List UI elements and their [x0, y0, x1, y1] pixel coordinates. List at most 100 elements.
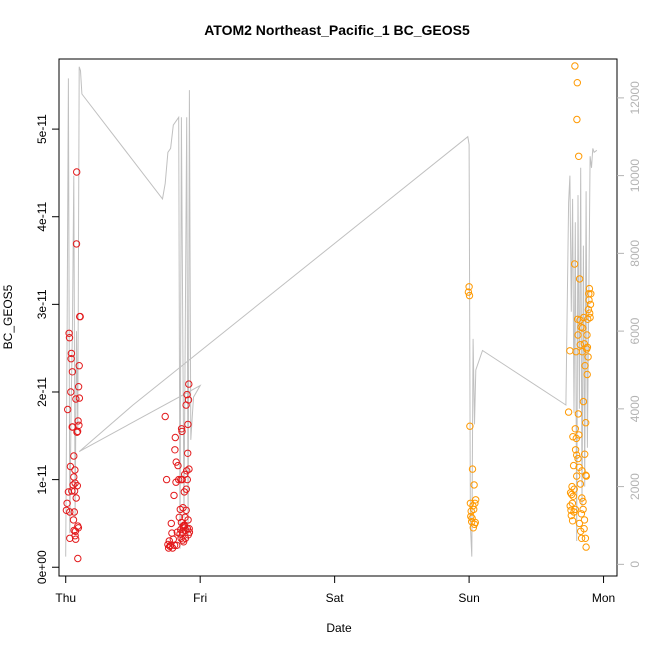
data-point: [583, 343, 592, 351]
data-point: [471, 499, 479, 507]
data-point: [174, 461, 182, 470]
data-point: [583, 370, 591, 379]
data-point: [573, 451, 581, 459]
data-point: [171, 446, 179, 454]
data-point: [570, 260, 579, 268]
data-point: [175, 475, 183, 484]
data-point: [576, 480, 585, 488]
altitude-line: [65, 66, 598, 557]
data-point: [579, 497, 587, 506]
data-point: [571, 446, 580, 454]
data-point: [64, 405, 72, 414]
data-point: [564, 408, 573, 416]
data-point: [577, 510, 586, 518]
data-point: [575, 431, 583, 439]
data-point: [576, 316, 584, 324]
data-point: [170, 491, 178, 500]
data-point: [582, 419, 590, 427]
data-point: [471, 518, 479, 527]
y-tick-label: 5e-11: [35, 114, 49, 144]
data-point: [574, 331, 582, 339]
data-point: [582, 543, 590, 551]
data-point: [586, 313, 594, 322]
y-tick-label: 4e-11: [35, 202, 49, 232]
y-tick-label: 0e+00: [35, 550, 49, 584]
data-point: [573, 79, 581, 87]
data-point: [76, 312, 84, 321]
data-point: [177, 425, 186, 433]
data-point: [578, 494, 586, 502]
data-point: [579, 505, 587, 514]
data-point: [66, 508, 74, 516]
x-axis-label: Date: [326, 621, 352, 635]
data-point: [71, 479, 79, 487]
data-point: [468, 465, 477, 473]
x-tick-label: Thu: [55, 591, 76, 605]
y-tick-label: 3e-11: [35, 289, 49, 319]
data-point: [67, 355, 75, 363]
data-point: [466, 499, 475, 507]
data-point: [571, 425, 579, 433]
data-point: [185, 465, 193, 473]
y2-tick-label: 2000: [628, 473, 642, 500]
data-point: [574, 410, 582, 418]
data-point: [72, 395, 80, 403]
data-point: [167, 519, 176, 528]
data-point: [581, 450, 589, 458]
data-point: [580, 516, 589, 524]
data-point: [569, 492, 577, 500]
data-point: [65, 334, 74, 342]
data-point: [70, 508, 79, 516]
data-point: [573, 472, 581, 480]
data-point: [184, 420, 192, 429]
y2-tick-label: 0: [628, 561, 642, 568]
data-point: [465, 283, 473, 291]
data-point: [579, 324, 587, 332]
data-point: [75, 421, 83, 429]
data-point: [575, 519, 584, 528]
data-point: [69, 516, 78, 524]
data-point: [73, 428, 81, 436]
x-tick-label: Fri: [193, 591, 207, 605]
data-point: [579, 397, 588, 406]
data-point: [570, 485, 578, 493]
data-point: [182, 506, 190, 514]
data-point: [467, 512, 475, 521]
line-layer: [65, 66, 598, 557]
data-point: [184, 449, 192, 457]
data-point: [178, 475, 186, 484]
y2-tick-label: 4000: [628, 395, 642, 422]
data-point: [70, 452, 78, 460]
data-point: [571, 505, 579, 514]
data-point: [71, 466, 79, 474]
data-point: [184, 396, 193, 404]
data-point: [66, 462, 75, 471]
data-point: [75, 394, 84, 402]
x-tick-label: Sun: [458, 591, 479, 605]
x-tick-label: Mon: [592, 591, 615, 605]
data-point: [72, 240, 81, 248]
data-point: [74, 522, 82, 530]
data-point: [178, 427, 186, 436]
data-point: [74, 383, 83, 391]
data-point: [584, 353, 592, 361]
x-tick-label: Sat: [326, 591, 345, 605]
data-point: [470, 481, 478, 489]
y-axis-label: BC_GEOS5: [1, 284, 15, 349]
data-point: [185, 528, 194, 536]
data-point: [67, 388, 75, 396]
data-point: [67, 349, 76, 358]
data-point: [183, 475, 192, 484]
data-point: [568, 499, 577, 507]
data-point: [173, 541, 181, 549]
data-point: [585, 284, 594, 293]
data-point: [62, 506, 71, 514]
y2-tick-label: 10000: [628, 159, 642, 193]
data-point: [581, 362, 589, 370]
data-point: [65, 329, 73, 337]
data-point: [581, 534, 590, 542]
data-point: [575, 152, 583, 161]
data-point: [165, 537, 174, 545]
